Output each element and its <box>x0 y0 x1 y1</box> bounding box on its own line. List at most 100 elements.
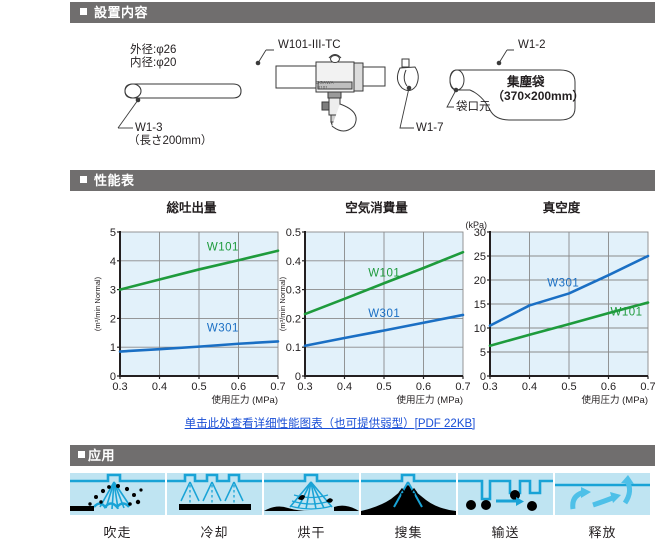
svg-text:W301: W301 <box>207 322 239 334</box>
svg-text:20: 20 <box>474 275 486 287</box>
bag-part-label: W1-2 <box>518 39 545 51</box>
pipe-leader-line <box>117 99 139 129</box>
installation-diagram-svg: W101-III-TC W1-2 <box>117 39 576 132</box>
section-title-performance: 性能表 <box>94 173 135 188</box>
svg-text:5: 5 <box>480 347 486 359</box>
svg-text:W101: W101 <box>207 242 239 254</box>
svg-text:(m³/min Normal): (m³/min Normal) <box>278 276 287 331</box>
application-label-blow-off: 吹走 <box>103 525 132 540</box>
svg-text:0.4: 0.4 <box>286 256 301 268</box>
release-icon <box>555 473 650 515</box>
pipe-graphic <box>124 83 242 99</box>
svg-text:5: 5 <box>110 227 116 239</box>
bag-mouth-label: 袋口元 <box>456 101 491 113</box>
chart-title-1: 空気消費量 <box>345 201 408 215</box>
gun-brand-label: OSAWA <box>316 80 334 85</box>
chart-vacuum-level: 真空度 0 5 10 15 20 25 30 0.3 0.4 0.5 0.6 0.7 W301 W101 使… <box>460 200 655 410</box>
svg-text:30: 30 <box>474 227 486 239</box>
pipe-inner-diameter-label: 内径:φ20 <box>130 57 177 69</box>
svg-text:0.6: 0.6 <box>231 381 246 393</box>
svg-text:1: 1 <box>110 342 116 354</box>
section-title-installation: 設置内容 <box>94 5 149 20</box>
svg-text:0.3: 0.3 <box>112 381 127 393</box>
svg-text:0.1: 0.1 <box>286 342 301 354</box>
svg-text:0: 0 <box>480 371 486 383</box>
svg-text:W101: W101 <box>368 268 400 280</box>
application-item-blow-off: 吹走 <box>70 473 165 541</box>
svg-text:0.6: 0.6 <box>416 381 431 393</box>
svg-text:0.2: 0.2 <box>286 313 301 325</box>
svg-text:0.4: 0.4 <box>337 381 352 393</box>
chart-title-0: 総吐出量 <box>166 201 217 215</box>
gun-leader-dot <box>255 60 261 66</box>
bullet-square-icon <box>78 451 85 458</box>
pipe-length-label: （長さ200mm） <box>128 135 213 147</box>
bag-name-label: 集塵袋 <box>507 75 545 89</box>
svg-text:10: 10 <box>474 323 486 335</box>
bag-leader-line <box>498 49 514 64</box>
svg-text:0.5: 0.5 <box>561 381 576 393</box>
svg-text:0.7: 0.7 <box>455 381 470 393</box>
application-item-releasing: 释放 <box>555 473 650 541</box>
detailed-performance-pdf-link[interactable]: 单击此处查看详细性能图表（也可提供弱型）[PDF 22KB] <box>184 418 476 430</box>
application-item-conveying: 输送 <box>458 473 553 541</box>
svg-text:W301: W301 <box>547 278 579 290</box>
spray-drying-icon <box>264 473 359 515</box>
svg-text:0.3: 0.3 <box>297 381 312 393</box>
section-title-application: 应用 <box>88 448 116 463</box>
svg-text:4: 4 <box>110 256 116 268</box>
svg-text:0: 0 <box>110 371 116 383</box>
svg-text:(kPa): (kPa) <box>465 220 487 230</box>
chart-svg-0: 0 1 2 3 4 5 0.3 0.4 0.5 0.6 0.7 W101 W301 使用圧力 (MPa) (… <box>93 227 285 406</box>
spray-cooling-icon <box>167 473 262 515</box>
svg-text:0.3: 0.3 <box>482 381 497 393</box>
conveying-icon <box>458 473 553 515</box>
application-item-collecting: 搜集 <box>361 473 456 541</box>
chart-air-consumption: 空気消費量 0 0.1 0.2 0.3 0.4 0.5 0.3 0.4 0.5 0.6 0.7 W10… <box>275 200 470 410</box>
bullet-square-icon <box>80 176 87 183</box>
chart-svg-2: 0 5 10 15 20 25 30 0.3 0.4 0.5 0.6 0.7 W301 W101 使用圧力 … <box>465 220 655 406</box>
clamp-part-label: W1-7 <box>416 122 444 134</box>
bag-size-label: （370×200mm） <box>492 89 585 103</box>
svg-text:W301: W301 <box>368 308 400 320</box>
section-header-application: 应用 <box>70 445 655 466</box>
bag-mouth-leader <box>446 89 457 108</box>
application-label-conveying: 输送 <box>491 525 520 540</box>
air-gun-graphic <box>275 54 386 132</box>
application-label-collecting: 搜集 <box>394 525 423 540</box>
bag-leader-dot <box>496 60 502 66</box>
svg-text:0.5: 0.5 <box>191 381 206 393</box>
pipe-part-label: W1-3 <box>135 122 163 134</box>
application-item-drying: 烘干 <box>264 473 359 541</box>
svg-text:2: 2 <box>110 313 116 325</box>
svg-text:0.7: 0.7 <box>270 381 285 393</box>
clamp-graphic <box>396 58 419 92</box>
application-item-cooling: 冷却 <box>167 473 262 541</box>
gun-part-label: W101-III-TC <box>278 39 341 51</box>
bullet-square-icon <box>80 8 87 15</box>
svg-text:0.7: 0.7 <box>640 381 655 393</box>
installation-diagram: W101-III-TC W1-2 外径:φ26 内径:φ20 W1-3 （長さ2… <box>70 30 655 160</box>
clamp-leader-line <box>399 87 414 129</box>
svg-text:25: 25 <box>474 251 486 263</box>
section-header-installation: 設置内容 <box>70 2 655 23</box>
vacuum-collect-icon <box>361 473 456 515</box>
svg-text:3: 3 <box>110 285 116 297</box>
section-header-performance: 性能表 <box>70 170 655 191</box>
svg-text:0.5: 0.5 <box>286 227 301 239</box>
gun-brand-sub-label: R101 <box>317 85 328 90</box>
svg-text:0.5: 0.5 <box>376 381 391 393</box>
svg-text:0.4: 0.4 <box>152 381 167 393</box>
svg-text:(m³/min Normal): (m³/min Normal) <box>93 276 102 331</box>
chart-svg-1: 0 0.1 0.2 0.3 0.4 0.5 0.3 0.4 0.5 0.6 0.7 W101 W301 使… <box>278 227 470 406</box>
pipe-outer-diameter-label: 外径:φ26 <box>130 44 177 56</box>
svg-text:使用圧力 (MPa): 使用圧力 (MPa) <box>581 394 648 406</box>
pipe-leader-dot <box>135 97 141 103</box>
svg-text:15: 15 <box>474 299 486 311</box>
svg-text:使用圧力 (MPa): 使用圧力 (MPa) <box>396 394 463 406</box>
application-label-drying: 烘干 <box>297 525 326 540</box>
dust-bag-graphic <box>449 69 576 121</box>
svg-text:使用圧力 (MPa): 使用圧力 (MPa) <box>211 394 278 406</box>
application-gallery: 吹走 冷却 <box>70 473 655 543</box>
application-label-releasing: 释放 <box>588 525 617 540</box>
